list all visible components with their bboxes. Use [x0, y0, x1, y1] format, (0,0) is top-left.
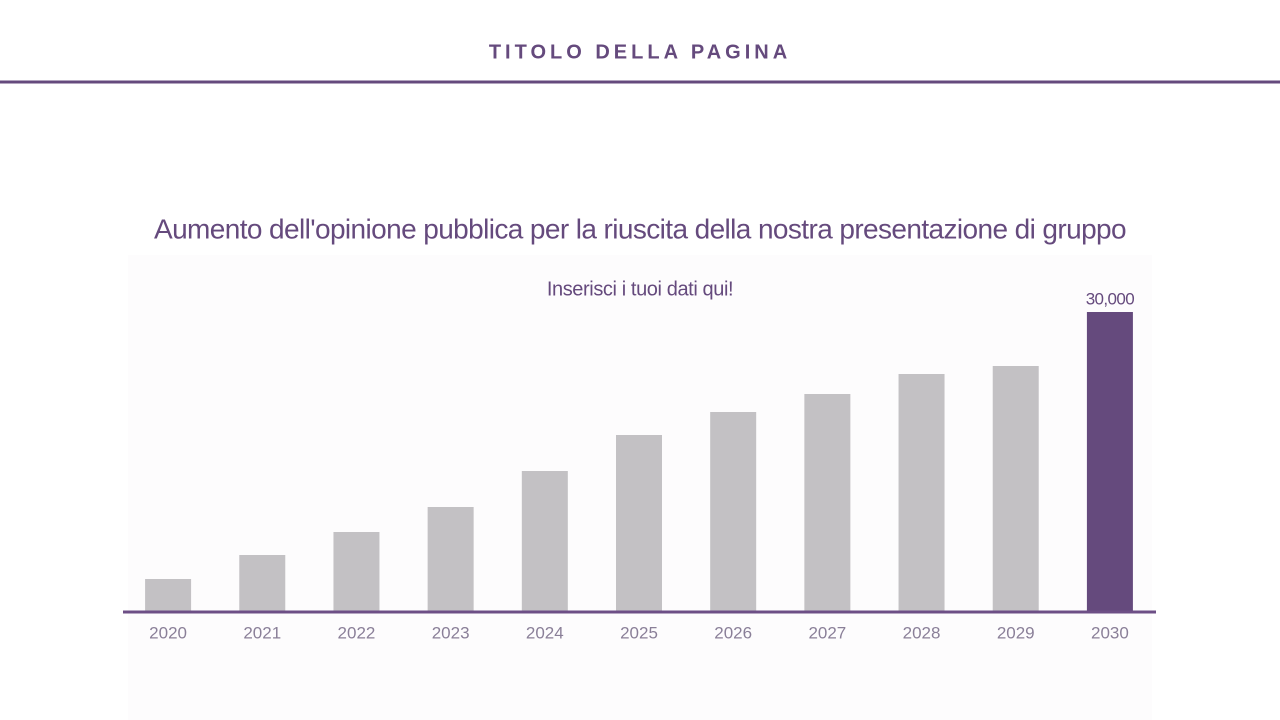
bar	[239, 555, 286, 612]
bar	[333, 532, 380, 612]
page-title: TITOLO DELLA PAGINA	[489, 41, 791, 63]
x-tick-label: 2028	[903, 623, 941, 642]
bar	[616, 435, 662, 612]
bar	[145, 579, 192, 612]
bar	[710, 412, 757, 612]
bar	[992, 366, 1039, 612]
bar	[427, 507, 474, 612]
x-tick-label: 2024	[526, 623, 564, 642]
x-tick-label: 2025	[620, 623, 658, 642]
bar	[898, 374, 945, 612]
chart-title: Aumento dell'opinione pubblica per la ri…	[154, 213, 1126, 244]
value-label: 30,000	[1086, 289, 1135, 308]
x-tick-label: 2029	[997, 623, 1035, 642]
chart-subtitle: Inserisci i tuoi dati qui!	[547, 278, 733, 300]
bar	[521, 471, 568, 612]
x-tick-label: 2022	[338, 623, 376, 642]
x-tick-label: 2027	[808, 623, 846, 642]
x-tick-label: 2020	[149, 623, 187, 642]
x-tick-label: 2030	[1091, 623, 1129, 642]
x-tick-label: 2023	[432, 623, 470, 642]
x-tick-label: 2021	[243, 623, 281, 642]
x-tick-label: 2026	[714, 623, 752, 642]
bar	[1086, 312, 1133, 612]
bar	[804, 394, 851, 612]
